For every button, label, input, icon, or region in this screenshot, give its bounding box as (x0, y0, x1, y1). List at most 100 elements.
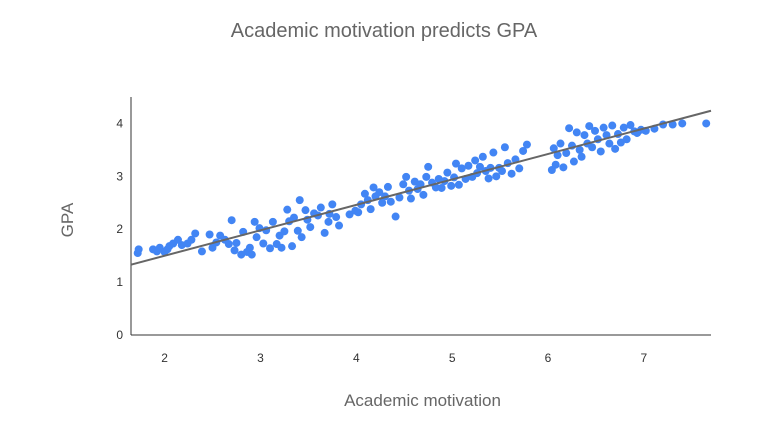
data-point (134, 245, 143, 254)
data-point (320, 228, 329, 237)
x-tick-label: 2 (161, 351, 168, 365)
data-point (328, 200, 337, 209)
chart-title: Academic motivation predicts GPA (230, 20, 538, 42)
data-point (577, 152, 586, 161)
data-point (562, 149, 571, 158)
x-axis-label: Academic motivation (344, 391, 501, 410)
data-point (345, 210, 354, 219)
data-point (437, 183, 446, 192)
data-point (484, 174, 493, 183)
data-point (443, 168, 452, 177)
data-point (454, 180, 463, 189)
data-point (280, 227, 289, 236)
data-point (447, 181, 456, 190)
data-point (360, 189, 369, 198)
data-point (431, 183, 440, 192)
data-point (259, 239, 268, 248)
data-point (599, 123, 608, 132)
data-point (406, 194, 415, 203)
data-point (277, 243, 286, 252)
data-point (553, 151, 562, 160)
trendline (130, 109, 712, 266)
data-point (252, 233, 261, 242)
y-tick-label: 4 (116, 116, 123, 130)
data-point (500, 143, 509, 152)
data-point (354, 208, 363, 217)
data-point (324, 217, 333, 226)
data-point (247, 250, 256, 259)
data-point (422, 172, 431, 181)
data-point (191, 229, 200, 238)
data-point (572, 128, 581, 137)
data-point (424, 162, 433, 171)
data-point (575, 145, 584, 154)
data-point (585, 122, 594, 131)
data-point (475, 162, 484, 171)
x-tick-label: 4 (353, 351, 360, 365)
data-point (332, 213, 341, 222)
data-point (498, 167, 507, 176)
data-point (378, 198, 387, 207)
data-point (301, 206, 310, 215)
data-point (457, 164, 466, 173)
data-point (419, 190, 428, 199)
data-point (250, 217, 259, 226)
data-point (335, 221, 344, 230)
data-point (626, 121, 635, 130)
data-point (492, 172, 501, 181)
data-point (268, 217, 277, 226)
data-point (556, 139, 565, 148)
data-point (369, 183, 378, 192)
data-point (293, 226, 302, 235)
data-point (611, 144, 620, 153)
data-point (245, 243, 254, 252)
data-point (232, 238, 241, 247)
data-point (622, 135, 631, 144)
data-point (569, 157, 578, 166)
data-point (283, 205, 292, 214)
data-point (297, 233, 306, 242)
data-point (580, 131, 589, 140)
data-point (549, 144, 558, 153)
data-point (551, 160, 560, 169)
data-point (596, 147, 605, 156)
data-point (608, 121, 617, 130)
data-point (515, 164, 524, 173)
data-point (402, 172, 411, 181)
data-point (316, 203, 325, 212)
data-point (306, 223, 315, 232)
data-point (668, 120, 677, 129)
data-point (559, 163, 568, 172)
data-point (619, 123, 628, 132)
data-point (197, 247, 206, 256)
x-tick-label: 3 (257, 351, 264, 365)
y-tick-label: 1 (116, 275, 123, 289)
data-point (522, 140, 531, 149)
data-point (464, 161, 473, 170)
data-point (605, 139, 614, 148)
data-point (383, 182, 392, 191)
data-point (366, 205, 375, 214)
data-point (507, 169, 516, 178)
data-point (519, 146, 528, 155)
data-point (230, 246, 239, 255)
y-tick-label: 2 (116, 222, 123, 236)
x-tick-label: 6 (545, 351, 552, 365)
data-point (478, 152, 487, 161)
data-point (588, 143, 597, 152)
x-tick-label: 7 (641, 351, 648, 365)
data-point (289, 213, 298, 222)
y-tick-label: 3 (116, 169, 123, 183)
data-point (375, 188, 384, 197)
data-point (288, 242, 297, 251)
data-point (678, 119, 687, 128)
data-point (187, 235, 196, 244)
y-tick-label: 0 (116, 328, 123, 342)
data-point (295, 196, 304, 205)
data-point (591, 126, 599, 135)
data-point (399, 180, 408, 189)
data-point (205, 230, 214, 239)
data-point (702, 119, 711, 128)
